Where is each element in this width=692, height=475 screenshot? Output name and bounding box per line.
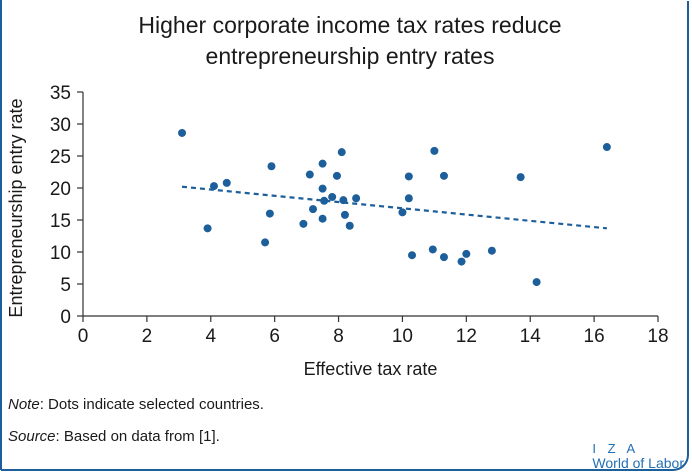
data-point	[457, 257, 466, 266]
data-point	[404, 194, 413, 203]
iza-logo: I Z A World of Labor	[592, 441, 684, 471]
data-point	[328, 192, 337, 201]
logo-line-1: I Z A	[592, 441, 640, 456]
y-tick-label: 15	[50, 211, 71, 232]
data-point	[318, 184, 327, 193]
data-point	[305, 170, 314, 179]
data-point	[462, 249, 471, 258]
chart-source: Source: Based on data from [1].	[8, 428, 220, 445]
data-point	[332, 171, 341, 180]
data-point	[430, 146, 439, 155]
chart-title: Higher corporate income tax rates reduce…	[138, 12, 562, 69]
data-point	[345, 221, 354, 230]
y-tick-label: 0	[60, 307, 71, 328]
x-tick-label: 16	[584, 326, 605, 347]
data-point	[318, 159, 327, 168]
data-point	[309, 205, 317, 214]
x-tick-label: 4	[205, 326, 216, 347]
data-point	[487, 246, 496, 255]
x-tick-label: 10	[392, 326, 413, 347]
data-point	[337, 148, 346, 157]
y-tick-label: 35	[50, 83, 71, 104]
x-tick-label: 8	[333, 326, 344, 347]
y-tick-label: 5	[60, 275, 71, 296]
data-point	[267, 162, 276, 171]
data-point	[261, 238, 270, 247]
y-tick-label: 20	[50, 179, 71, 200]
data-point	[516, 173, 525, 182]
data-point	[299, 219, 308, 228]
data-point	[222, 178, 231, 187]
y-tick-label: 10	[50, 243, 71, 264]
data-point	[532, 278, 541, 287]
x-tick-label: 0	[78, 326, 89, 347]
x-tick-label: 12	[456, 326, 477, 347]
data-point	[340, 210, 349, 219]
data-point	[404, 172, 413, 181]
data-point	[428, 245, 437, 254]
x-tick-label: 6	[269, 326, 280, 347]
trend-line	[181, 185, 607, 230]
note-text: : Dots indicate selected countries.	[39, 396, 264, 413]
data-point	[439, 171, 448, 180]
note-label: Note	[8, 396, 40, 413]
data-point	[352, 194, 361, 203]
source-text: : Based on data from [1].	[55, 428, 220, 445]
data-point	[203, 224, 212, 233]
data-point	[318, 214, 327, 223]
x-tick-label: 2	[142, 326, 153, 347]
data-point	[602, 143, 611, 152]
x-tick-label: 18	[647, 326, 668, 347]
y-axis-label: Entrepreneurship entry rate	[6, 98, 26, 317]
data-point	[439, 253, 448, 262]
data-point	[265, 209, 274, 218]
data-point	[398, 208, 407, 217]
y-tick-label: 30	[50, 115, 71, 136]
data-point	[209, 182, 218, 191]
data-point	[178, 128, 187, 137]
scatter-chart: 0 2 4 6 8 10 12 14 16 18 0 5 10 15 20 25 30 35 Effective t…	[6, 83, 669, 379]
x-tick-label: 14	[520, 326, 542, 347]
data-point	[320, 196, 329, 205]
data-point	[339, 196, 348, 205]
x-axis-label: Effective tax rate	[304, 359, 438, 379]
chart-note: Note: Dots indicate selected countries.	[8, 396, 264, 413]
logo-line-2: World of Labor	[592, 455, 684, 471]
y-tick-label: 25	[50, 147, 71, 168]
data-point	[408, 251, 417, 260]
source-label: Source	[8, 428, 56, 445]
frame-left-border	[0, 0, 2, 470]
